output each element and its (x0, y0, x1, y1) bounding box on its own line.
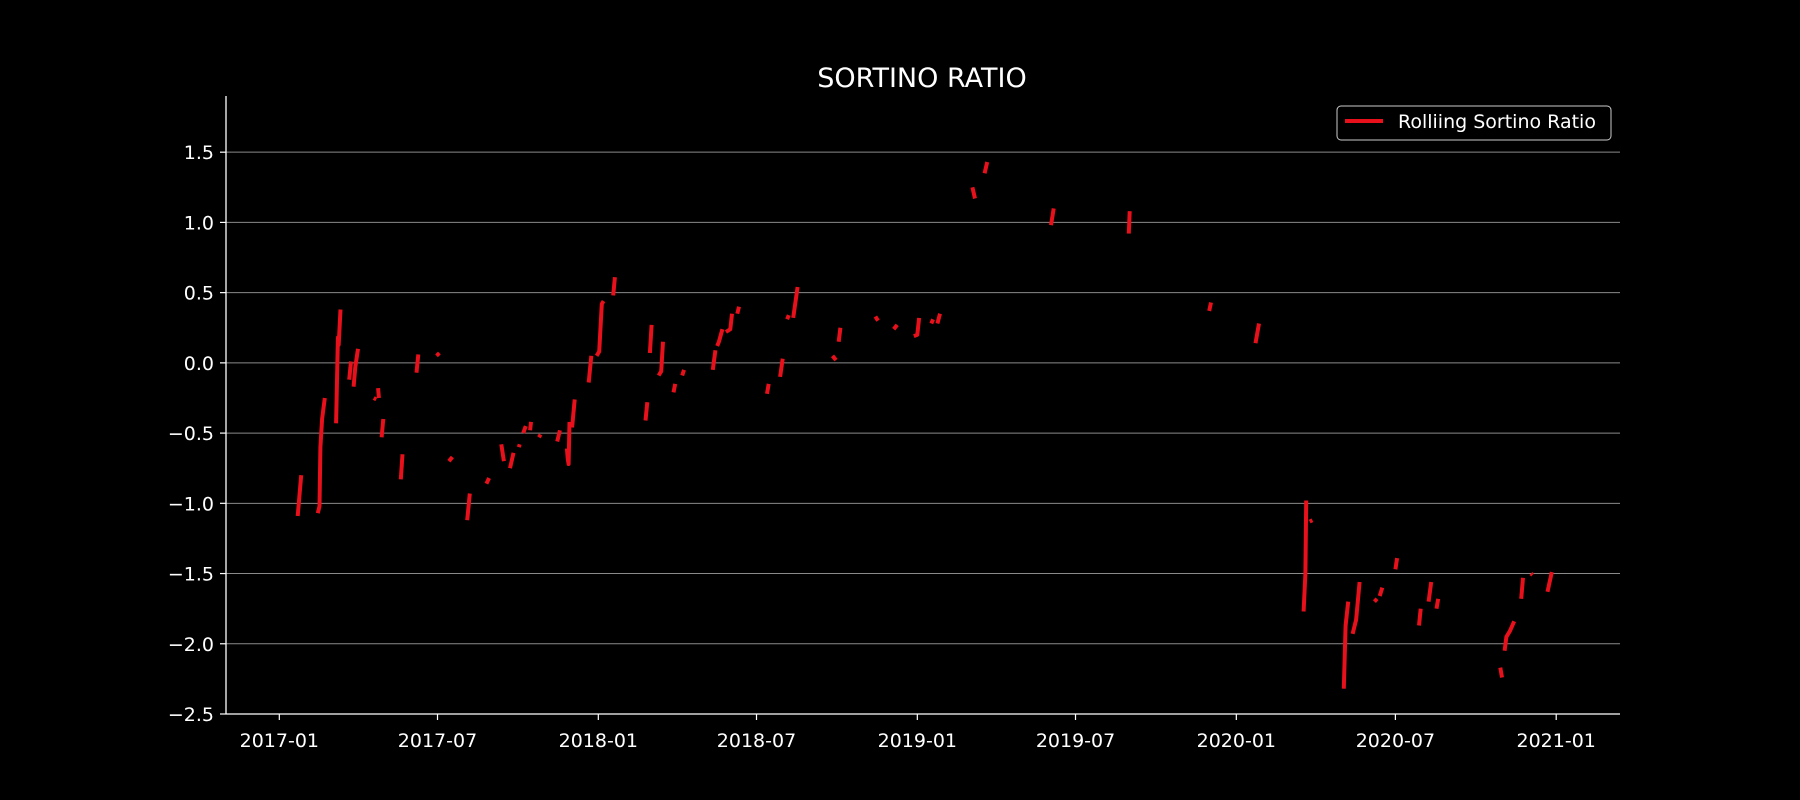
x-tick-label: 2019-07 (1036, 730, 1115, 752)
series-segment (1126, 211, 1132, 234)
legend-frame (1336, 105, 1612, 141)
series-segment (929, 318, 935, 325)
y-tick-label: 1.5 (184, 142, 214, 164)
series-segment (913, 317, 922, 339)
y-axis-ticks: −2.5 −2.0 −1.5 −1.0 −0.5 0.0 0.5 1.0 1.5 (168, 142, 226, 726)
x-tick-label: 2020-07 (1356, 730, 1435, 752)
series-segment (334, 309, 343, 424)
series-segment (594, 300, 606, 357)
x-tick-label: 2018-07 (717, 730, 796, 752)
series-segment (611, 277, 617, 296)
series-segment (564, 421, 572, 466)
series-segment (1545, 571, 1554, 593)
series-segment (1350, 581, 1362, 635)
series-segment (643, 402, 650, 421)
series-segment (347, 361, 353, 380)
legend: Rolliing Sortino Ratio (1336, 105, 1612, 141)
series-segment (499, 443, 506, 462)
series-segment (351, 348, 360, 387)
series-segment (836, 327, 843, 343)
series-segment (647, 324, 654, 354)
y-tick-label: −0.5 (168, 423, 214, 445)
series-segment (1529, 572, 1534, 577)
series-segment (1519, 577, 1525, 599)
x-tick-label: 2021-01 (1517, 730, 1596, 752)
series-segment (710, 349, 718, 371)
series-segment (671, 383, 678, 393)
x-tick-label: 2019-01 (878, 730, 957, 752)
y-tick-label: −1.0 (168, 493, 214, 515)
series-segment (521, 425, 528, 434)
series-segment (537, 433, 543, 439)
series-segment (508, 452, 516, 469)
series-segment (1417, 608, 1423, 626)
y-tick-label: 0.0 (184, 353, 214, 375)
series-segment (555, 429, 562, 442)
series-segment (656, 341, 665, 377)
series-segment (715, 328, 725, 347)
series-segment (1502, 620, 1517, 652)
series-segment (516, 443, 522, 448)
series-segment (724, 313, 734, 334)
series-segment (484, 477, 491, 485)
axes (225, 96, 1620, 715)
chart-title: SORTINO RATIO (817, 63, 1026, 94)
series-segment (1377, 587, 1385, 597)
series-segment (791, 286, 800, 319)
series-segment (435, 351, 441, 358)
series-segment (1207, 302, 1213, 312)
series-segment (892, 323, 899, 331)
series-segment (315, 397, 327, 514)
series-segment (414, 354, 421, 373)
series-segment (447, 455, 454, 463)
series-segment (735, 306, 741, 315)
series-segment (1372, 597, 1379, 603)
series-segment (1393, 557, 1400, 570)
series-segment (570, 399, 577, 428)
series-segment (528, 421, 533, 431)
series-segment (785, 314, 791, 321)
x-axis-ticks: 2017-01 2017-07 2018-01 2018-07 2019-01 2019-… (240, 714, 1596, 752)
series-segment (680, 369, 686, 377)
x-tick-label: 2018-01 (559, 730, 638, 752)
y-tick-label: 0.5 (184, 283, 214, 305)
series-segment (778, 358, 785, 378)
series-segment (586, 355, 594, 383)
series-segment (398, 454, 405, 480)
series-segment (1426, 581, 1434, 602)
series-rolling-sortino-ratio (295, 161, 1554, 689)
series-segment (465, 493, 472, 521)
series-segment (970, 186, 977, 199)
series-segment (372, 396, 378, 402)
x-tick-label: 2020-01 (1197, 730, 1276, 752)
series-segment (1341, 601, 1351, 689)
y-tick-label: −1.5 (168, 564, 214, 586)
legend-label: Rolliing Sortino Ratio (1398, 111, 1596, 133)
series-segment (873, 315, 880, 322)
series-segment (379, 418, 386, 438)
series-segment (1253, 323, 1261, 344)
series-segment (765, 383, 771, 395)
series-segment (1301, 500, 1309, 612)
series-segment (1434, 598, 1441, 610)
series-segment (982, 161, 990, 174)
y-tick-label: −2.0 (168, 634, 214, 656)
y-tick-label: −2.5 (168, 704, 214, 726)
series-segment (1498, 667, 1504, 678)
x-tick-label: 2017-07 (398, 730, 477, 752)
y-tick-label: 1.0 (184, 212, 214, 234)
series-segment (376, 387, 381, 399)
series-segment (830, 354, 838, 362)
series-segment (1049, 208, 1056, 226)
x-tick-label: 2017-01 (240, 730, 319, 752)
series-segment (295, 475, 304, 517)
series-segment (1308, 518, 1314, 524)
series-segment (935, 313, 942, 325)
